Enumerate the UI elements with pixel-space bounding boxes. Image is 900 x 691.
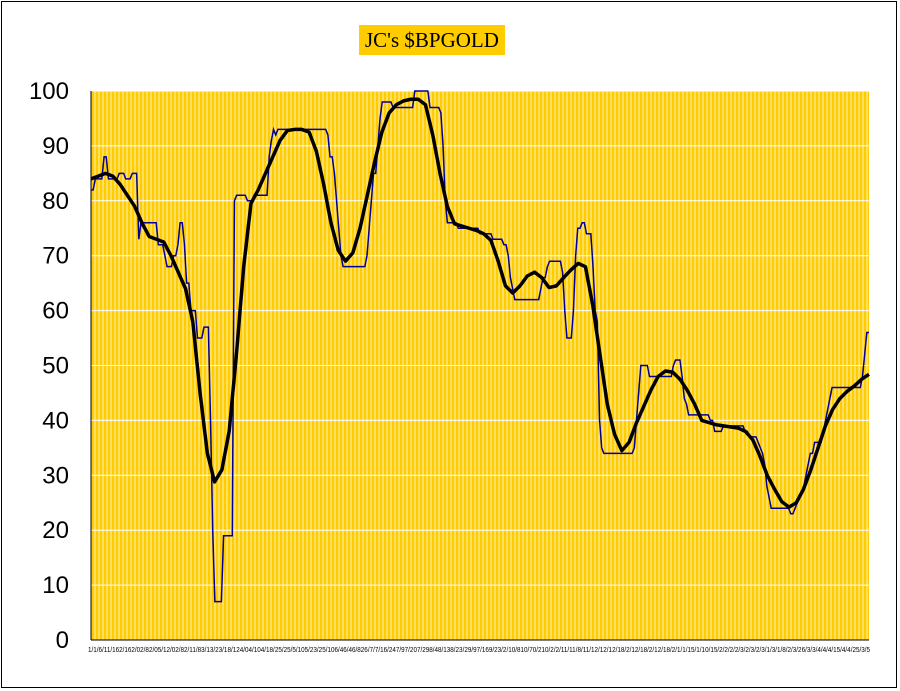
y-tick-label: 60 bbox=[42, 298, 69, 325]
y-tick-labels: 0 10 20 30 40 50 60 70 80 90 100 bbox=[29, 78, 69, 654]
y-tick-label: 80 bbox=[42, 188, 69, 215]
y-tick-label: 90 bbox=[42, 133, 69, 160]
x-tick-labels: 1/1/6/11/162/162/02/82/05/12/02/82/11/83… bbox=[88, 647, 870, 654]
horizontal-gridlines bbox=[91, 90, 869, 586]
y-tick-label: 0 bbox=[56, 627, 69, 654]
series-smoothed-line bbox=[90, 97, 870, 509]
y-tick-label: 100 bbox=[29, 78, 69, 105]
chart-title: JC's $BPGOLD bbox=[359, 25, 505, 55]
y-tick-label: 50 bbox=[42, 353, 69, 380]
y-tick-label: 70 bbox=[42, 243, 69, 270]
y-tick-label: 20 bbox=[42, 517, 69, 544]
y-tick-label: 10 bbox=[42, 572, 69, 599]
y-tick-label: 40 bbox=[42, 407, 69, 434]
y-tick-label: 30 bbox=[42, 462, 69, 489]
